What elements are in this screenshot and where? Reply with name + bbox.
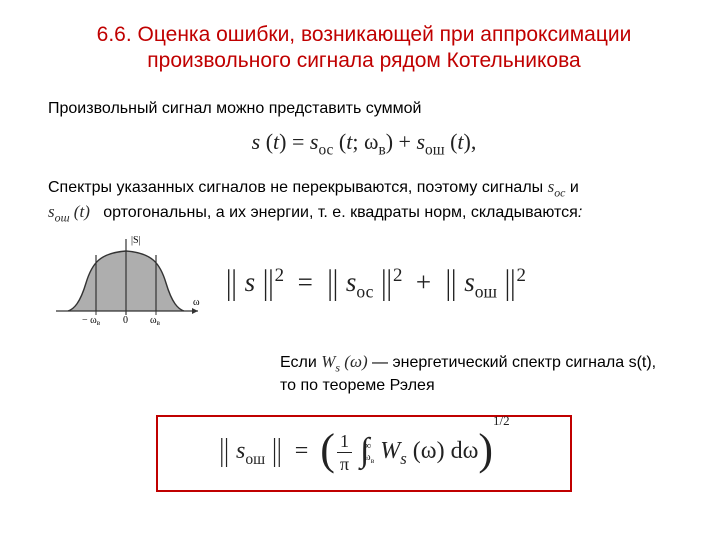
slide-root: 6.6. Оценка ошибки, возникающей при аппр…: [0, 0, 720, 540]
row-plot-and-norms: |S| ω − ωв 0 ωв || s ||2 = || sос ||2 + …: [48, 233, 680, 333]
p2-and: и: [565, 179, 578, 196]
xtick-zero: 0: [123, 315, 128, 326]
p3-pre: Если: [280, 354, 321, 371]
eq1-content: s (t) = sос (t; ωв) + sош (t),: [252, 129, 477, 154]
p2-pre: Спектры указанных сигналов не перекрываю…: [48, 179, 548, 196]
equation-error-norm-box: || sош || = (1π ∫∞ωвWs (ω) dω)1/2: [156, 415, 572, 492]
ylabel: |S|: [131, 235, 141, 246]
p2-tail: :: [578, 204, 582, 221]
paragraph-intro: Произвольный сигнал можно представить су…: [48, 99, 680, 120]
equation-decomposition: s (t) = sос (t; ωв) + sош (t),: [48, 129, 680, 159]
xlabel: ω: [193, 297, 200, 308]
inline-soc: sос: [548, 177, 566, 196]
p2-rest: ортогональны, а их энергии, т. е. квадра…: [99, 204, 578, 221]
norm-eq-content: || s ||2 = || sос ||2 + || sош ||2: [225, 267, 526, 297]
spectrum-plot: |S| ω − ωв 0 ωв: [48, 233, 203, 333]
boxed-content: || sош || = (1π ∫∞ωвWs (ω) dω)1/2: [218, 438, 509, 464]
paragraph-rayleigh: Если Ws (ω) — энергетический спектр сигн…: [280, 351, 660, 397]
paragraph-orthogonality: Спектры указанных сигналов не перекрываю…: [48, 176, 680, 226]
section-title: 6.6. Оценка ошибки, возникающей при аппр…: [48, 22, 680, 75]
inline-sosh: sош (t): [48, 202, 90, 221]
equation-norms: || s ||2 = || sос ||2 + || sош ||2: [225, 265, 680, 302]
inline-ws: Ws (ω): [321, 352, 367, 371]
